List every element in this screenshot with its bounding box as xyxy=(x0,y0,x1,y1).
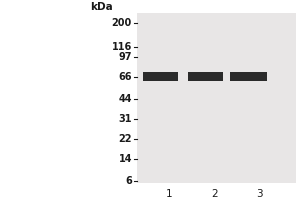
Text: kDa: kDa xyxy=(90,2,113,12)
Text: 6: 6 xyxy=(125,176,132,186)
Text: 44: 44 xyxy=(118,94,132,104)
Text: 3: 3 xyxy=(256,189,263,199)
Bar xyxy=(143,72,178,80)
Text: 116: 116 xyxy=(112,42,132,52)
Bar xyxy=(188,72,223,80)
Text: 31: 31 xyxy=(118,114,132,124)
Text: 1: 1 xyxy=(166,189,173,199)
Text: 22: 22 xyxy=(118,134,132,144)
Bar xyxy=(230,72,267,80)
Text: 200: 200 xyxy=(112,18,132,28)
Text: 97: 97 xyxy=(118,52,132,62)
Text: 14: 14 xyxy=(118,154,132,164)
Text: 2: 2 xyxy=(211,189,218,199)
Bar xyxy=(136,13,296,183)
Text: 66: 66 xyxy=(118,72,132,82)
